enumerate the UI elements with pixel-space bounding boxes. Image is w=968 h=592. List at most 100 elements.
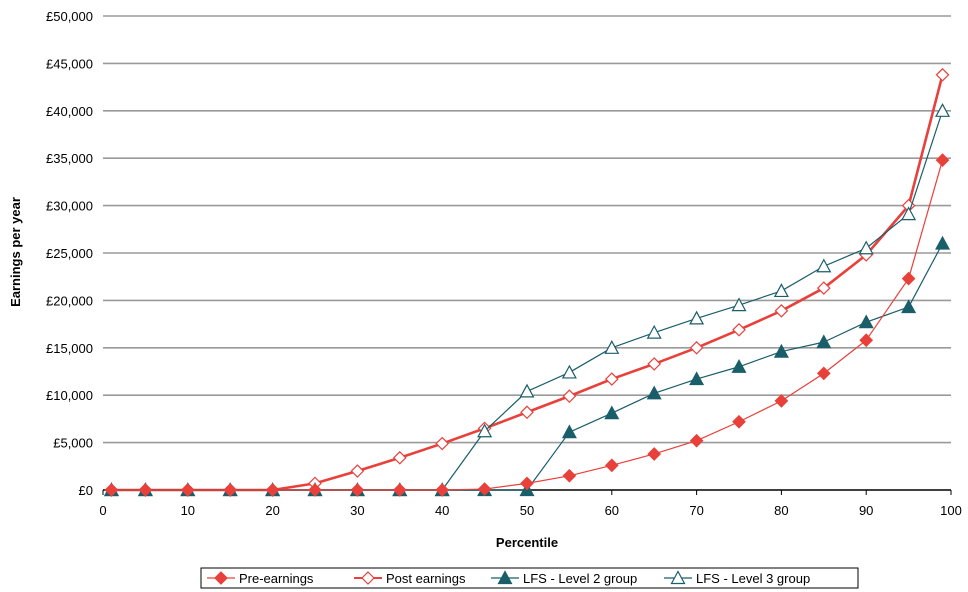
data-point [520,476,534,491]
data-point [731,297,747,312]
data-point [646,324,662,339]
data-point [774,394,789,408]
data-point [647,447,662,461]
data-point [561,364,577,379]
data-point [180,483,195,497]
data-point [562,468,577,483]
data-point [392,450,407,465]
data-point [859,333,874,348]
data-point [604,405,620,420]
data-point [773,283,789,298]
data-point [935,67,950,82]
x-tick-label: 10 [181,503,195,518]
y-tick-label: £0 [79,483,93,498]
legend: Pre-earnings Post earnings LFS - Level 2 g… [200,567,859,589]
data-point [689,310,705,325]
data-point [935,103,951,117]
series-2 [103,235,951,497]
data-point [935,153,950,167]
data-point [435,483,450,497]
x-tick-label: 20 [265,503,279,518]
data-point [816,334,832,349]
gridlines [103,15,951,444]
data-point [901,271,916,286]
data-point [520,405,534,420]
data-point [519,383,535,398]
legend-label: LFS - Level 2 group [523,571,637,586]
data-point [773,343,789,358]
data-point [308,483,322,497]
data-point [646,385,662,400]
data-point [858,240,874,255]
x-tick-label: 30 [350,503,364,518]
y-tick-label: £15,000 [46,341,93,356]
data-point [604,340,620,354]
series-line [111,243,944,491]
data-point [774,303,789,318]
x-tick-label: 50 [520,503,534,518]
y-tick-label: £40,000 [46,104,93,119]
data-point [604,372,619,386]
data-point [392,483,407,497]
x-tick-label: 80 [774,503,788,518]
y-tick-label: £35,000 [46,151,93,166]
data-point [138,483,153,497]
y-tick-label: £20,000 [46,293,93,308]
data-point [816,281,831,295]
x-tick-label: 70 [689,503,703,518]
data-point [816,366,831,381]
legend-marker [361,571,375,585]
x-tick-label: 100 [940,503,962,518]
data-point [647,357,662,371]
data-point [477,423,493,438]
data-point [435,436,450,451]
legend-item: Pre-earnings [207,571,314,586]
data-point [223,483,238,497]
data-point [732,322,746,337]
data-point [104,483,119,497]
y-tick-label: £50,000 [46,9,93,24]
data-point [816,258,832,273]
data-point [731,359,747,373]
data-point [350,464,365,478]
legend-item: LFS - Level 2 group [491,570,637,586]
y-tick-label: £30,000 [46,199,93,214]
series-0 [104,153,950,497]
data-point [562,389,577,403]
x-axis-title: Percentile [496,535,558,550]
legend-item: Post earnings [354,571,466,586]
data-point [689,340,704,355]
data-point [901,299,917,314]
x-tick-label: 60 [605,503,619,518]
x-tick-label: 90 [859,503,873,518]
data-point [935,235,951,250]
y-tick-label: £5,000 [53,436,93,451]
data-point [732,414,746,429]
series-1 [104,67,950,497]
legend-marker [497,570,513,585]
x-tick-label: 40 [435,503,449,518]
data-point [477,482,492,496]
series-line [111,159,944,491]
legend-box [200,567,859,589]
legend-item: LFS - Level 3 group [664,570,810,586]
legend-label: Post earnings [386,571,466,586]
data-point [350,483,365,497]
y-tick-label: £10,000 [46,388,93,403]
y-axis-ticks: £0 £5,000 £10,000 £15,000 £20,000 £25,000 £30,… [46,9,93,498]
data-point [858,314,874,329]
data-point [604,458,619,473]
y-tick-label: £25,000 [46,246,93,261]
legend-label: LFS - Level 3 group [696,571,810,586]
data-point [689,371,705,386]
legend-label: Pre-earnings [239,571,314,586]
y-axis-title: Earnings per year [8,197,23,307]
series-layer [103,67,951,497]
data-point [689,433,704,448]
legend-marker [214,571,228,585]
y-tick-label: £45,000 [46,56,93,71]
data-point [901,206,917,221]
x-tick-label: 0 [99,503,106,518]
legend-marker [670,570,686,585]
